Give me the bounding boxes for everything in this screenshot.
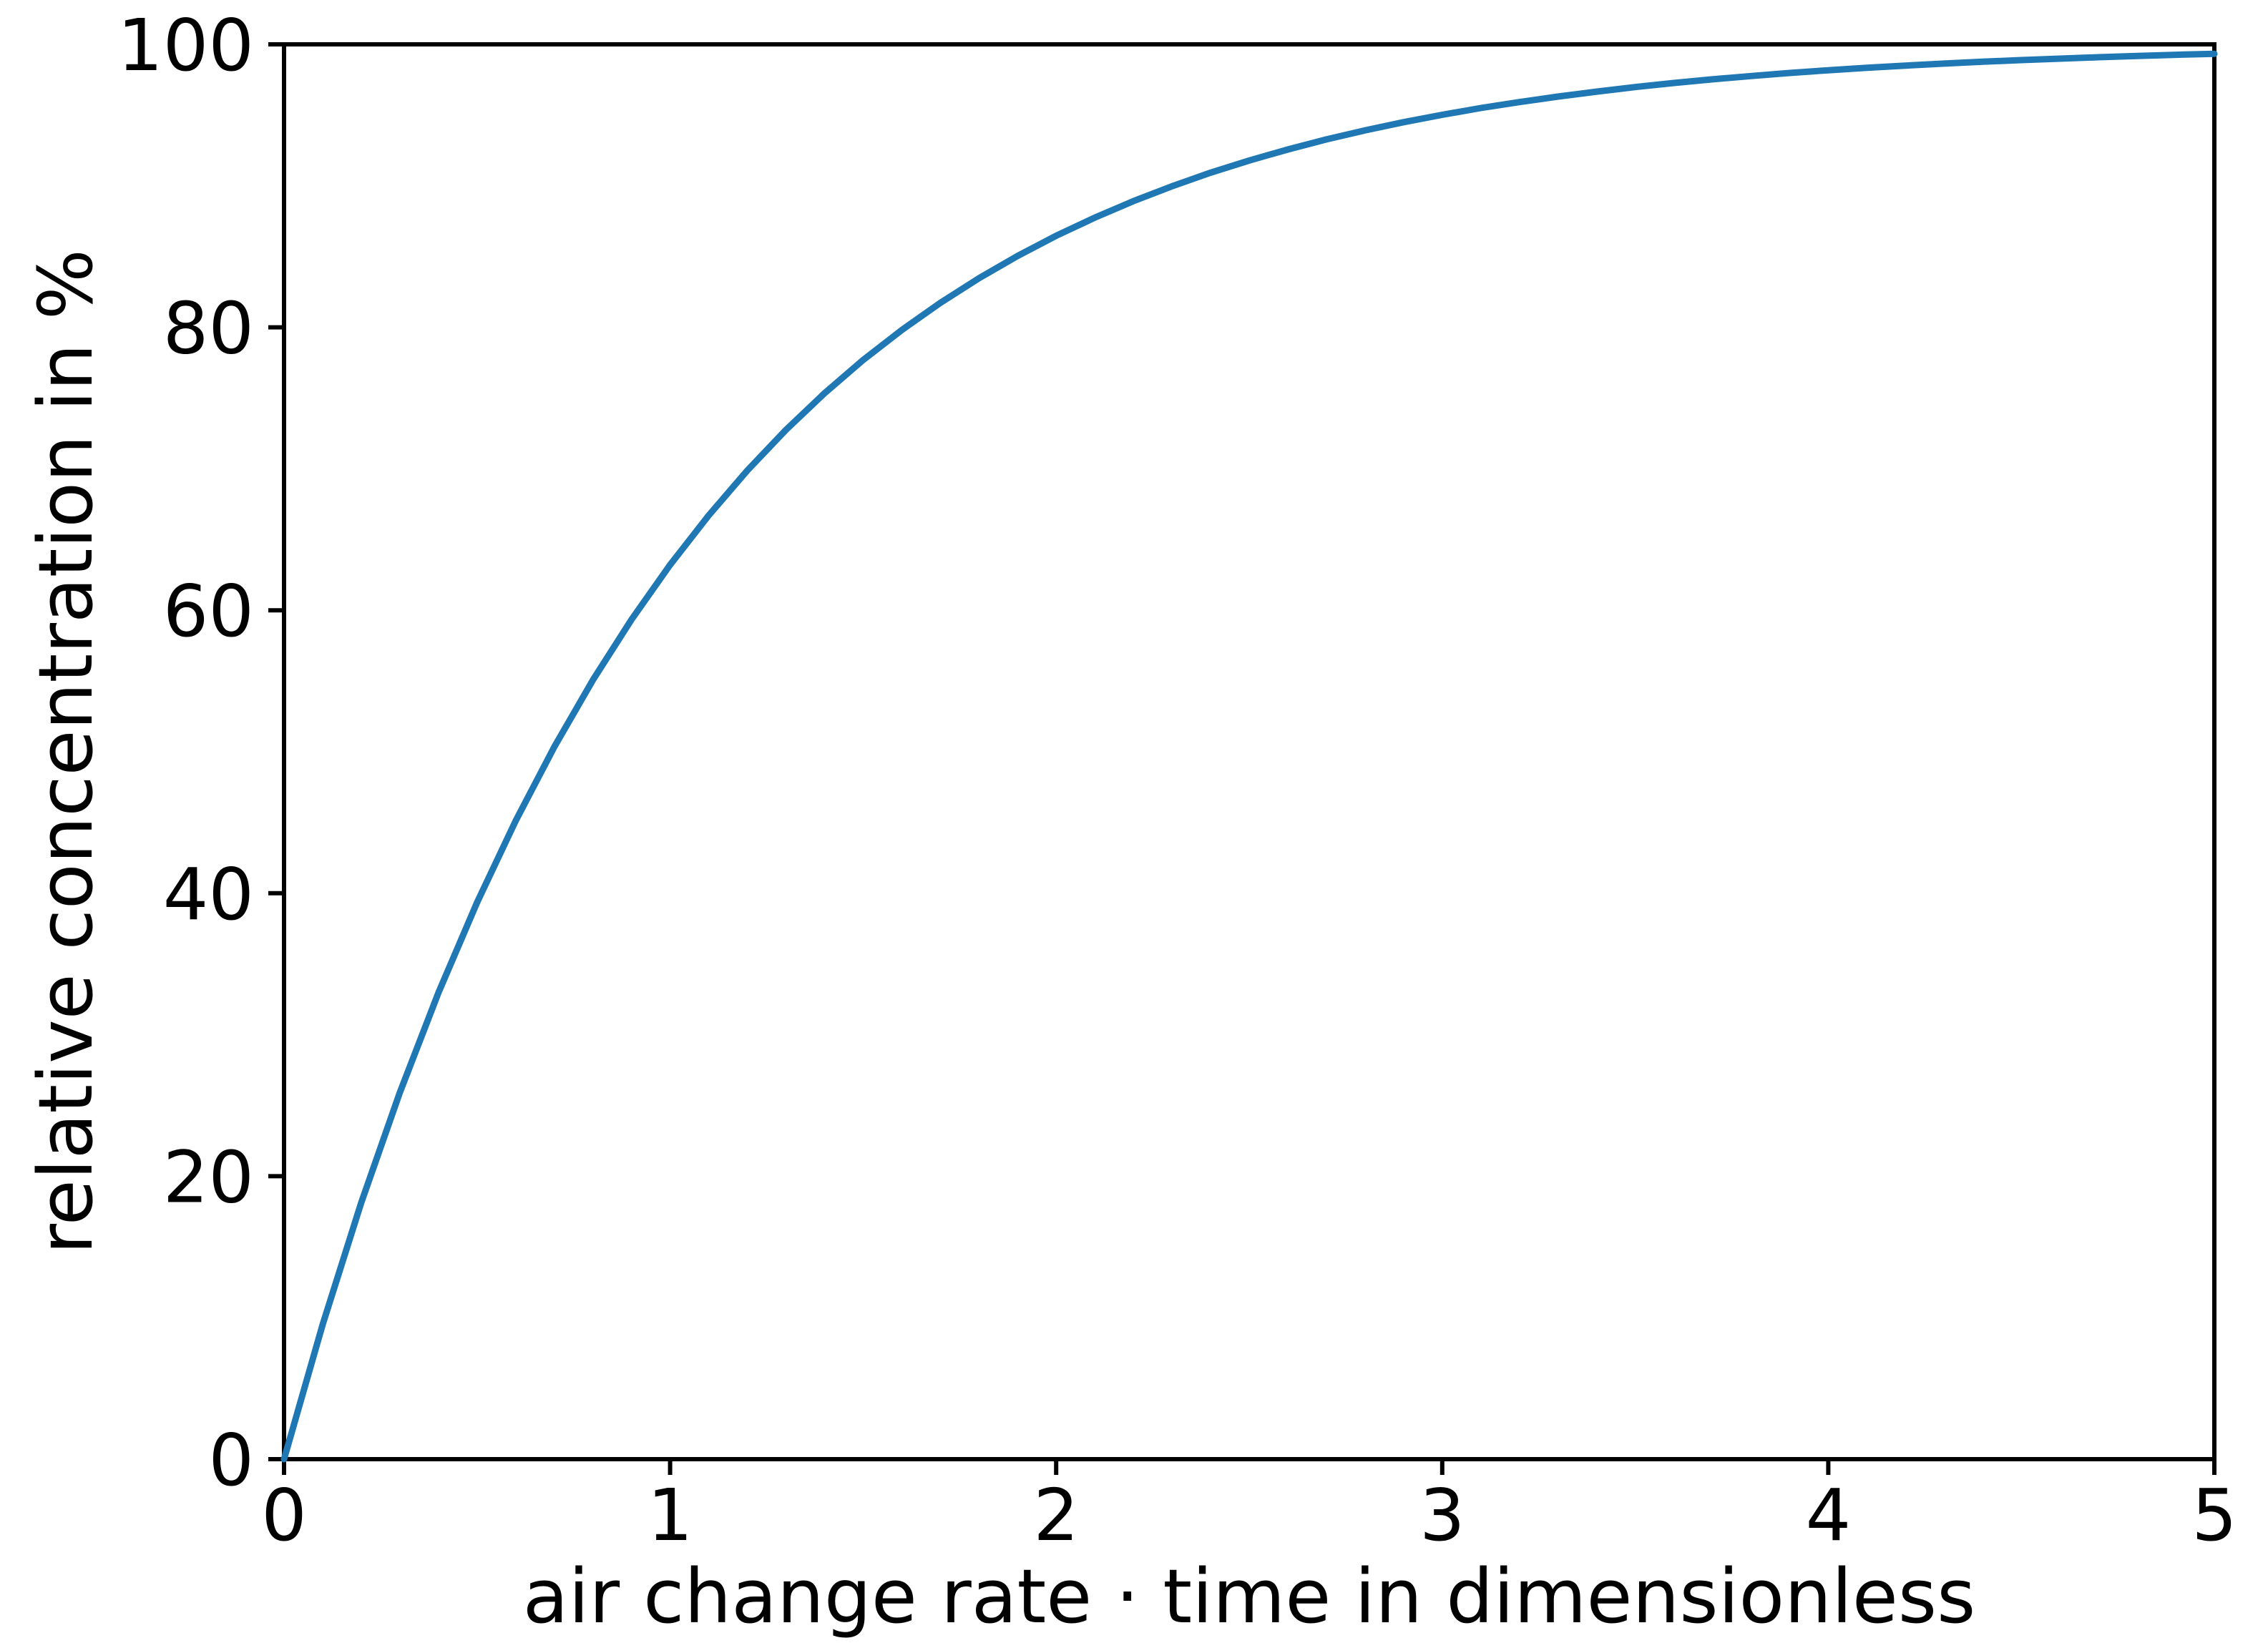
plot-area-border xyxy=(282,42,2216,1461)
x-tick-label: 3 xyxy=(1419,1473,1465,1557)
x-tick-label: 4 xyxy=(1806,1473,1852,1557)
x-axis-label: air change rate · time in dimensionless xyxy=(523,1553,1976,1640)
y-tick-label: 80 xyxy=(163,287,254,371)
x-tick-label: 2 xyxy=(1033,1473,1079,1557)
x-tick-label: 0 xyxy=(261,1473,307,1557)
plot-generated-group: 0 1 2 3 4 5 0 20 40 60 80 100 xyxy=(117,4,2237,1557)
y-tick-label: 0 xyxy=(208,1418,254,1502)
x-tick-label: 5 xyxy=(2191,1473,2237,1557)
y-tick-label: 100 xyxy=(117,4,254,87)
y-tick-label: 60 xyxy=(163,569,254,653)
y-tick-label: 20 xyxy=(163,1135,254,1219)
y-tick-label: 40 xyxy=(163,853,254,936)
y-axis-label: relative concentration in % xyxy=(22,249,109,1254)
x-tick-label: 1 xyxy=(647,1473,693,1557)
data-line xyxy=(280,50,2218,1463)
